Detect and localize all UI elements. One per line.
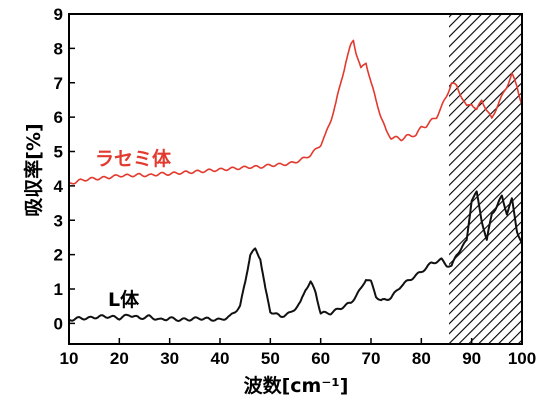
x-tick-label: 100: [508, 349, 536, 368]
series-line-l-form: [68, 190, 523, 322]
y-tick-label: 5: [54, 143, 63, 162]
y-tick-label: 8: [54, 39, 63, 58]
series-line-racemic: [68, 39, 523, 185]
x-tick-label: 20: [110, 349, 129, 368]
y-tick-label: 3: [54, 211, 63, 230]
x-tick-label: 50: [261, 349, 280, 368]
series-label-racemic: ラセミ体: [95, 147, 172, 170]
y-tick-label: 2: [54, 246, 63, 265]
y-tick-label: 7: [54, 74, 63, 93]
x-tick-label: 90: [462, 349, 481, 368]
series-label-l-form: L体: [108, 288, 140, 311]
series-layer: [68, 39, 523, 322]
x-axis-title: 波数[cm⁻¹]: [244, 374, 349, 397]
x-tick-label: 10: [60, 349, 79, 368]
ticks-layer: 10 20 30 40 50 60 70 80 90 100 0 1 2 3 4 5 6 7 8 9: [54, 5, 537, 368]
x-tick-label: 40: [211, 349, 230, 368]
y-tick-label: 1: [54, 280, 63, 299]
plot-frame: [68, 13, 523, 345]
y-tick-label: 9: [54, 5, 63, 24]
x-tick-label: 60: [311, 349, 330, 368]
x-tick-label: 80: [412, 349, 431, 368]
x-tick-label: 30: [160, 349, 179, 368]
y-axis-title: 吸収率[%]: [22, 123, 45, 216]
x-tick-label: 70: [362, 349, 381, 368]
y-tick-label: 6: [54, 108, 63, 127]
y-tick-label: 4: [54, 177, 64, 196]
y-tick-label: 0: [54, 314, 63, 333]
hatched-region: [449, 14, 522, 344]
